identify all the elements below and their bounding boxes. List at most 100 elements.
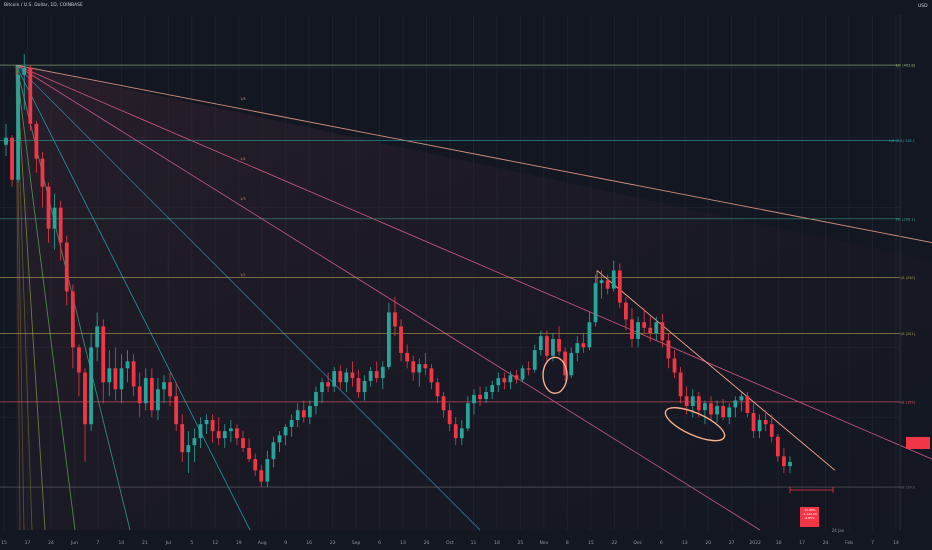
candle-body	[466, 403, 470, 429]
x-tick-label: Oct	[446, 540, 454, 546]
candle-body	[34, 123, 39, 159]
candle-body	[326, 382, 330, 387]
x-tick-label: 20	[705, 540, 711, 546]
candle-body	[362, 380, 367, 393]
x-tick-label: 14	[119, 540, 125, 546]
candle-body	[660, 322, 665, 341]
candle-body	[715, 406, 719, 415]
x-tick-label: 2022	[749, 540, 761, 546]
candle-body	[508, 375, 513, 383]
candle-body	[648, 327, 653, 334]
fan-line	[15, 64, 481, 531]
candle-body	[611, 270, 616, 289]
candle-body	[356, 378, 361, 393]
x-tick-label: 22	[611, 540, 617, 546]
symbol-title: Bitcoin / U.S. Dollar, 1D, COINBASE	[4, 3, 83, 8]
price-level-label: 1/8 (2/8) 348.1	[889, 139, 915, 143]
candle-body	[156, 389, 160, 411]
x-tick-label: 6	[378, 540, 381, 546]
candle-body	[411, 361, 416, 373]
candle-body	[642, 322, 647, 328]
candle-body	[77, 347, 81, 373]
candle-body	[399, 326, 403, 353]
candle-body	[119, 368, 124, 390]
candle-body	[782, 456, 786, 467]
candle-body	[228, 428, 233, 432]
x-tick-label: 25	[518, 540, 524, 546]
candle-body	[253, 459, 258, 471]
candle-body	[277, 435, 282, 443]
x-tick-label: 14	[893, 540, 899, 546]
candle-body	[380, 366, 385, 379]
fan-line	[15, 64, 932, 244]
candle-body	[490, 385, 495, 393]
candle-body	[478, 394, 482, 400]
x-tick-label: 9	[284, 540, 287, 546]
candle-body	[198, 424, 203, 439]
candle-body	[484, 392, 489, 400]
candle-body	[569, 352, 574, 376]
x-tick-label: 17	[25, 540, 31, 546]
fan-line	[15, 64, 251, 531]
price-level-label: 3/8 (298.1)	[896, 217, 916, 221]
candle-body	[703, 403, 707, 411]
candle-body	[137, 386, 142, 404]
highlight-ellipse	[542, 356, 568, 394]
candle-body	[575, 343, 580, 353]
x-tick-label: 16	[306, 540, 312, 546]
candle-body	[672, 358, 677, 373]
candle-body	[58, 207, 63, 243]
candle-body	[113, 368, 118, 390]
x-tick-label: 18	[494, 540, 500, 546]
candle-body	[405, 352, 410, 362]
candle-body	[538, 336, 543, 351]
candle-body	[472, 394, 476, 404]
candle-body	[678, 372, 683, 397]
candle-body	[417, 364, 422, 373]
candle-body	[514, 375, 519, 380]
x-tick-label: 17	[799, 540, 805, 546]
candle-body	[545, 336, 549, 356]
candle-body	[605, 280, 610, 289]
measure-tag-line-2: -4,120.00	[802, 512, 817, 516]
candle-body	[162, 382, 166, 390]
candle-body	[338, 371, 343, 383]
candle-body	[22, 67, 27, 75]
candle-body	[763, 420, 768, 425]
candle-body	[733, 400, 738, 408]
price-level-label: 4/8 (250)	[899, 276, 916, 280]
date-tag-label: 24 Jan	[832, 528, 845, 533]
candle-body	[222, 431, 227, 439]
candle-body	[283, 426, 288, 436]
x-tick-label: 24	[823, 540, 829, 546]
candle-body	[532, 350, 537, 370]
candle-body	[186, 445, 191, 453]
candle-body	[557, 338, 561, 352]
candle-body	[125, 361, 130, 369]
candle-body	[447, 410, 452, 425]
candle-body	[174, 396, 179, 425]
candle-body	[423, 364, 428, 369]
measure-tag-line-1: -10.88%	[803, 508, 816, 512]
candle-body	[107, 368, 112, 383]
x-tick-label: 5	[190, 540, 193, 546]
candle-body	[368, 371, 373, 381]
x-tick-label: 21	[142, 540, 148, 546]
fan-ratio-label: 1/2	[240, 273, 246, 277]
fan-line	[15, 65, 76, 531]
x-tick-label: 7	[96, 540, 99, 546]
candle-body	[301, 410, 306, 418]
candle-body	[289, 420, 294, 427]
candle-body	[751, 413, 756, 432]
x-tick-label: 15	[588, 540, 594, 546]
x-tick-label: Nov	[539, 540, 548, 546]
candle-body	[28, 67, 33, 124]
candle-body	[630, 319, 634, 339]
x-tick-label: 27	[729, 540, 735, 546]
candle-body	[350, 372, 355, 379]
candle-body	[696, 396, 701, 411]
x-tick-label: 7	[871, 540, 874, 546]
x-tick-label: 8	[566, 540, 569, 546]
